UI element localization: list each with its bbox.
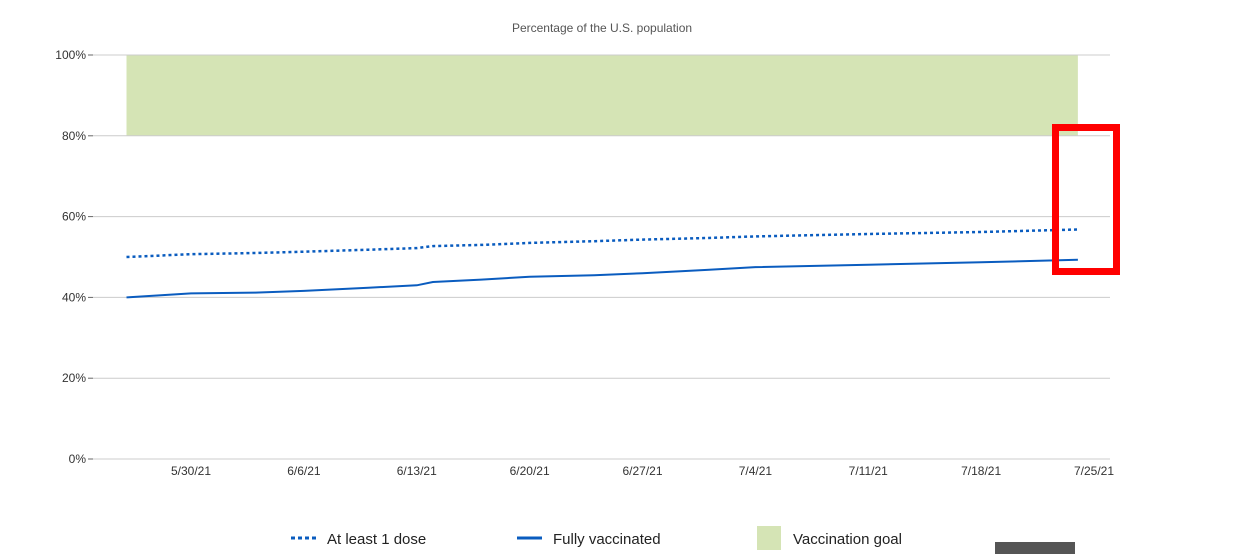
x-tick-label: 6/20/21: [510, 464, 550, 478]
x-tick-label: 7/25/21: [1074, 464, 1114, 478]
legend-label-dose: At least 1 dose: [327, 531, 426, 548]
x-tick-label: 7/18/21: [961, 464, 1001, 478]
legend-swatch-goal: [757, 526, 781, 550]
highlight-box: [1052, 124, 1120, 275]
x-tick-label: 5/30/21: [171, 464, 211, 478]
legend-label-goal: Vaccination goal: [793, 531, 902, 548]
legend-label-full: Fully vaccinated: [553, 531, 661, 548]
x-tick-label: 6/13/21: [397, 464, 437, 478]
y-tick-label: 60%: [62, 210, 86, 224]
y-tick-label: 80%: [62, 129, 86, 143]
y-tick-label: 100%: [55, 48, 86, 62]
y-tick-label: 0%: [69, 452, 87, 466]
series-line-at-least-1-dose: [126, 228, 1078, 259]
overlay-tab[interactable]: [995, 542, 1075, 554]
y-tick-label: 40%: [62, 290, 86, 304]
x-tick-label: 7/11/21: [849, 464, 888, 478]
x-tick-label: 6/27/21: [622, 464, 662, 478]
chart-title: Percentage of the U.S. population: [512, 21, 692, 35]
x-tick-label: 7/4/21: [739, 464, 773, 478]
y-tick-label: 20%: [62, 371, 86, 385]
x-tick-label: 6/6/21: [287, 464, 321, 478]
goal-band: [126, 55, 1078, 136]
series-line-fully-vaccinated: [126, 258, 1078, 299]
legend: At least 1 dose Fully vaccinated Vaccina…: [291, 526, 902, 550]
